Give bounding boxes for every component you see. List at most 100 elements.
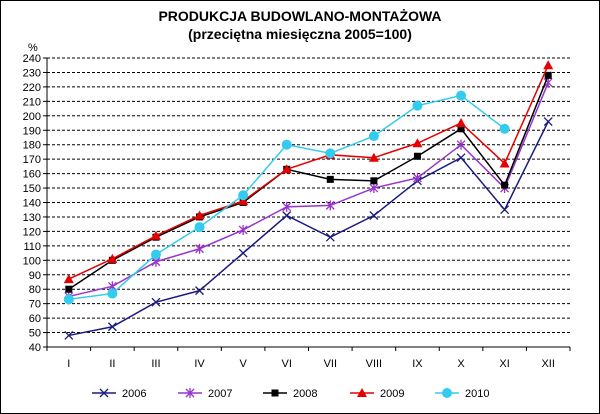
series-line-2006	[68, 121, 549, 337]
data-point-2008	[65, 285, 73, 293]
data-point-2007	[282, 201, 292, 212]
x-tick-label: II	[109, 358, 115, 370]
y-tick-label: 50	[29, 328, 41, 340]
data-point-2010	[238, 190, 249, 201]
x-tick-label: I	[67, 358, 70, 370]
y-tick-label: 90	[29, 270, 41, 282]
data-point-2006	[151, 297, 161, 307]
data-point-2006	[369, 211, 379, 220]
data-point-2006	[195, 286, 205, 296]
data-point-2010	[325, 148, 336, 159]
axes	[46, 58, 570, 348]
series-2010	[63, 90, 510, 305]
x-tick-label: VII	[324, 358, 337, 370]
data-point-2008	[457, 125, 465, 133]
y-tick-label: 100	[23, 255, 41, 267]
y-axis-label: %	[28, 42, 38, 54]
series-line-2010	[68, 94, 506, 301]
x-tick-label: V	[239, 358, 247, 370]
data-point-2008	[413, 152, 421, 160]
y-tick-label: 40	[29, 342, 41, 354]
series-2009	[63, 60, 554, 284]
data-point-2009	[238, 196, 249, 206]
legend-label: 2006	[122, 388, 146, 400]
data-point-2007	[195, 243, 205, 254]
x-tick-label: VI	[282, 358, 292, 370]
y-tick-label: 220	[23, 82, 41, 94]
series-group	[63, 60, 554, 340]
data-point-2010	[150, 249, 161, 260]
legend-item-2007: 2007	[178, 388, 232, 400]
y-tick-label: 80	[29, 284, 41, 296]
y-tick-label: 160	[23, 169, 41, 181]
legend-label: 2010	[465, 388, 489, 400]
data-point-2010	[412, 100, 423, 111]
legend-label: 2008	[293, 388, 317, 400]
series-2007	[64, 77, 553, 302]
data-point-2009	[107, 253, 118, 263]
legend-marker	[99, 388, 109, 398]
data-point-2008	[370, 177, 378, 185]
x-tick-label: IX	[412, 358, 423, 370]
data-point-2007	[456, 139, 466, 150]
data-point-2009	[456, 118, 467, 128]
x-tick-label: IV	[194, 358, 205, 370]
y-tick-label: 140	[23, 198, 41, 210]
data-point-2010	[281, 139, 292, 150]
legend-marker	[271, 389, 279, 397]
y-tick-label: 150	[23, 183, 41, 195]
y-tick-label: 230	[23, 67, 41, 79]
data-point-2007	[238, 224, 248, 235]
y-tick-label: 120	[23, 226, 41, 238]
y-tick-label: 200	[23, 111, 41, 123]
data-point-2010	[63, 294, 74, 305]
data-point-2006	[238, 248, 248, 258]
x-tick-label: III	[151, 358, 160, 370]
x-tick-label: XI	[499, 358, 509, 370]
data-point-2006	[64, 330, 74, 340]
y-axis-ticks: 40 50 60 70 80 90 100 110 120 130 140 150 160 170 180 1…	[23, 53, 47, 354]
legend-marker	[442, 388, 452, 398]
legend-item-2009: 2009	[350, 388, 404, 400]
legend-item-2008: 2008	[263, 388, 317, 400]
data-point-2006	[543, 117, 553, 127]
data-point-2009	[194, 210, 205, 220]
legend: 2006 2007 2008 2009 2010	[92, 388, 489, 400]
data-point-2009	[543, 60, 554, 70]
data-point-2007	[412, 172, 422, 183]
series-line-2008	[68, 75, 549, 290]
data-point-2010	[368, 131, 379, 142]
chart-title: PRODUKCJA BUDOWLANO-MONTAŻOWA	[158, 8, 442, 24]
data-point-2008	[544, 71, 552, 79]
x-tick-label: X	[457, 358, 465, 370]
legend-marker	[185, 388, 195, 398]
y-tick-label: 60	[29, 313, 41, 325]
data-point-2006	[282, 211, 292, 220]
x-tick-label: XII	[541, 358, 554, 370]
data-point-2008	[326, 175, 334, 183]
gridlines	[47, 57, 570, 334]
y-tick-label: 180	[23, 140, 41, 152]
data-point-2006	[456, 153, 466, 163]
data-point-2008	[501, 181, 509, 189]
data-point-2006	[500, 205, 510, 215]
data-point-2010	[456, 90, 467, 101]
x-axis-ticks: I II III IV V VI VII VIII IX X XI XII	[46, 347, 571, 370]
legend-item-2010: 2010	[435, 388, 489, 400]
data-point-2009	[499, 158, 510, 168]
series-2006	[64, 117, 553, 340]
legend-item-2006: 2006	[92, 388, 146, 400]
legend-label: 2009	[380, 388, 404, 400]
data-point-2010	[499, 123, 510, 134]
data-point-2010	[194, 222, 205, 233]
legend-label: 2007	[208, 388, 232, 400]
series-line-2009	[68, 64, 549, 280]
data-point-2007	[543, 77, 553, 88]
data-point-2009	[412, 138, 423, 148]
data-point-2006	[325, 232, 335, 242]
series-2008	[65, 71, 552, 293]
data-point-2010	[107, 288, 118, 299]
data-point-2009	[63, 274, 74, 284]
x-tick-label: VIII	[366, 358, 383, 370]
